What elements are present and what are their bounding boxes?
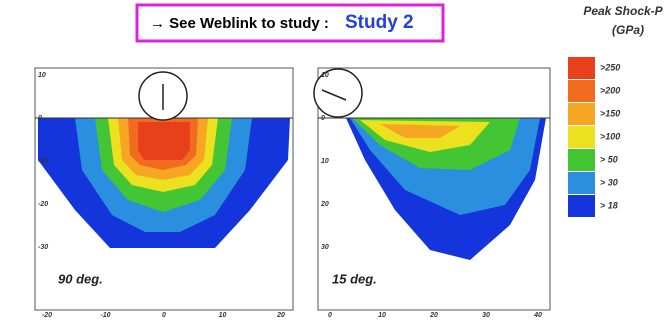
- y-tick-label: 0: [38, 115, 42, 122]
- x-tick-label: -10: [100, 312, 110, 319]
- legend-unit: (GPa): [612, 23, 644, 37]
- x-tick-label: 10: [219, 312, 227, 319]
- y-tick-label: -30: [38, 244, 48, 251]
- y-tick-label: 20: [320, 201, 329, 208]
- y-tick-label: -20: [38, 201, 48, 208]
- y-tick-label: 30: [321, 244, 329, 251]
- legend-swatch: [568, 195, 595, 217]
- x-tick-label: 20: [429, 312, 438, 319]
- x-tick-label: -20: [42, 312, 52, 319]
- x-tick-label: 10: [378, 312, 386, 319]
- y-tick-label: 10: [38, 72, 46, 79]
- panel-90: [34, 67, 294, 311]
- legend-swatch: [568, 80, 595, 102]
- contour: [380, 124, 460, 138]
- x-tick-label: 30: [482, 312, 490, 319]
- legend-swatch: [568, 57, 595, 79]
- x-tick-label: 0: [328, 312, 332, 319]
- y-tick-label: -10: [38, 158, 48, 165]
- contour: [138, 122, 190, 160]
- legend-label: > 30: [600, 177, 618, 187]
- y-tick-label: 10: [321, 72, 329, 79]
- panel-label: 90 deg.: [58, 271, 103, 286]
- legend-swatch: [568, 149, 595, 171]
- projectile: [313, 68, 363, 118]
- panel-15: [313, 67, 551, 311]
- x-tick-label: 40: [533, 312, 542, 319]
- legend-swatch: [568, 103, 595, 125]
- legend-swatch: [568, 172, 595, 194]
- x-tick-label: 0: [162, 312, 166, 319]
- link[interactable]: Study 2: [345, 12, 414, 33]
- legend-label: >100: [600, 131, 620, 141]
- legend-label: >150: [600, 108, 620, 118]
- legend-label: > 50: [600, 154, 618, 164]
- legend-label: >250: [600, 62, 620, 72]
- y-tick-label: 10: [321, 158, 329, 165]
- y-tick-label: 0: [321, 115, 325, 122]
- legend-label: >200: [600, 85, 620, 95]
- x-tick-label: 20: [276, 312, 285, 319]
- legend-title: Peak Shock-P: [583, 4, 663, 18]
- link-prefix: → See Weblink to study :: [150, 15, 329, 32]
- arrow: [321, 89, 347, 101]
- panel-label: 15 deg.: [332, 271, 377, 286]
- legend-swatch: [568, 126, 595, 148]
- link-box: [135, 3, 445, 43]
- legend-label: > 18: [600, 200, 618, 210]
